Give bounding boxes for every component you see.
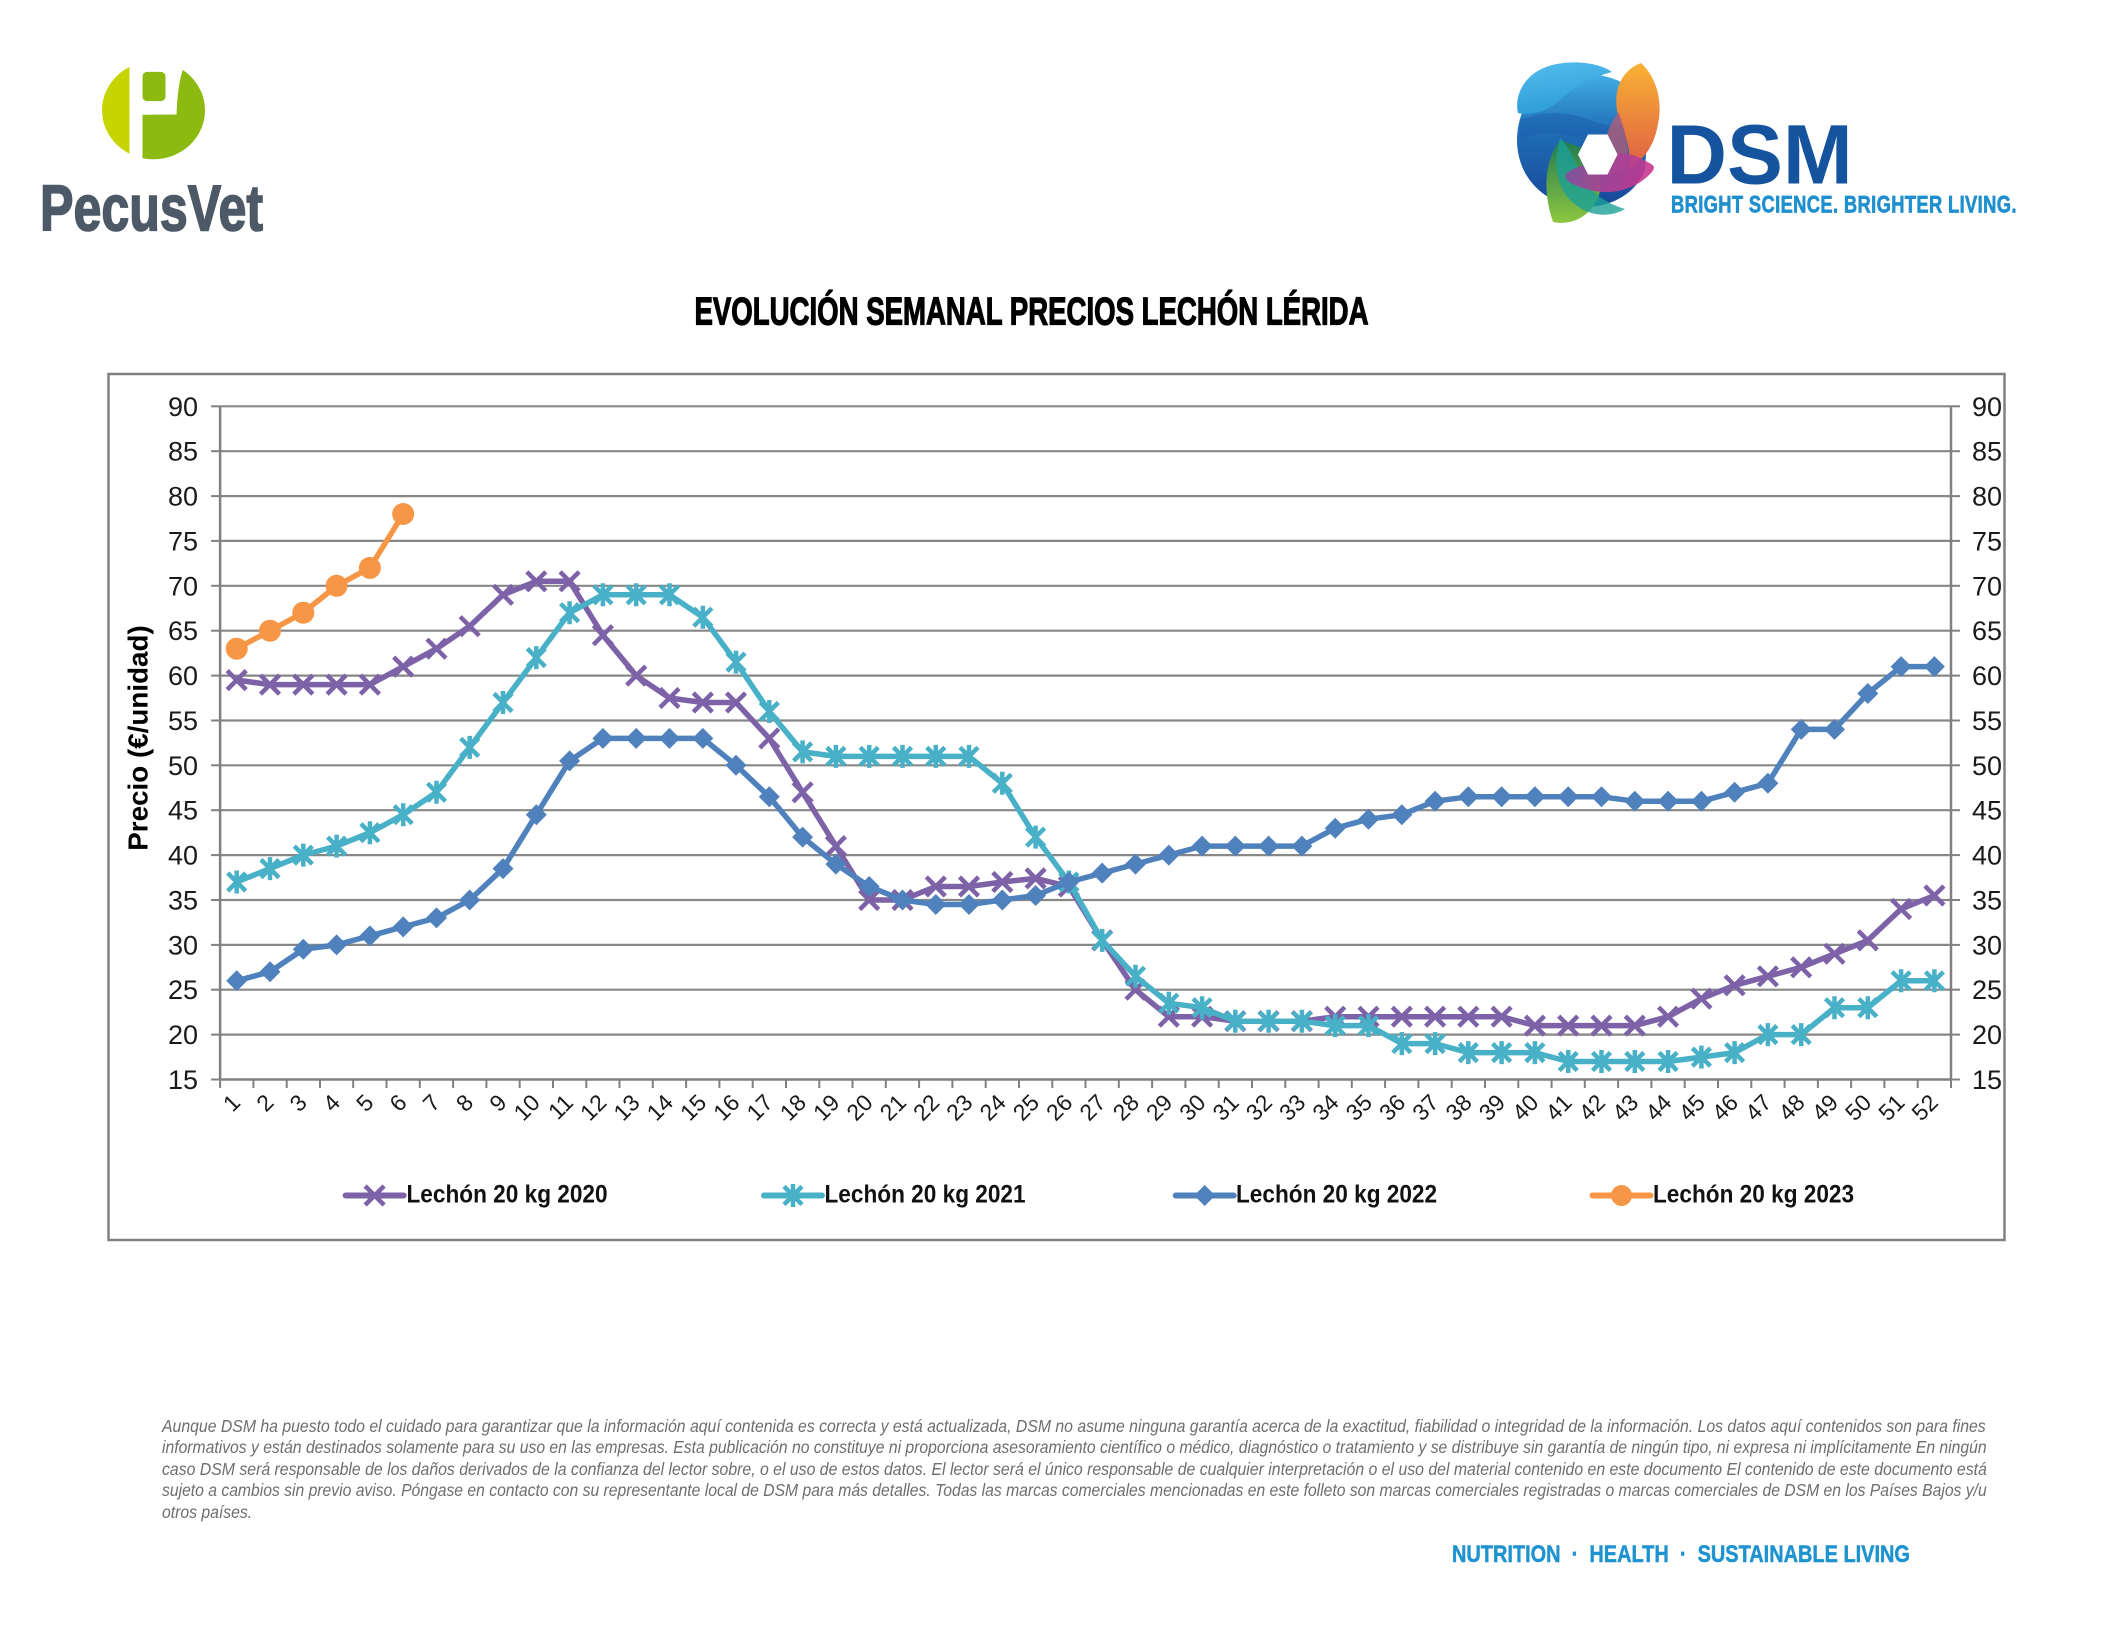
svg-text:30: 30 <box>1972 930 2002 960</box>
svg-text:45: 45 <box>1972 796 2002 826</box>
svg-text:85: 85 <box>168 437 198 467</box>
svg-text:40: 40 <box>168 841 198 871</box>
svg-text:15: 15 <box>1972 1065 2002 1095</box>
svg-text:50: 50 <box>168 751 198 781</box>
svg-text:DSM: DSM <box>1667 107 1853 201</box>
svg-text:15: 15 <box>168 1065 198 1095</box>
svg-text:Lechón 20 kg 2023: Lechón 20 kg 2023 <box>1653 1180 1854 1208</box>
svg-text:20: 20 <box>1972 1020 2002 1050</box>
svg-text:Precio (€/unidad): Precio (€/unidad) <box>123 625 154 851</box>
svg-text:90: 90 <box>168 392 198 422</box>
svg-text:70: 70 <box>168 571 198 601</box>
svg-text:80: 80 <box>1972 482 2002 512</box>
svg-text:25: 25 <box>1972 975 2002 1005</box>
svg-text:60: 60 <box>168 661 198 691</box>
svg-text:85: 85 <box>1972 437 2002 467</box>
svg-text:35: 35 <box>168 886 198 916</box>
svg-text:45: 45 <box>168 796 198 826</box>
svg-text:Lechón 20 kg 2022: Lechón 20 kg 2022 <box>1236 1180 1437 1208</box>
svg-text:30: 30 <box>168 930 198 960</box>
svg-text:65: 65 <box>168 616 198 646</box>
svg-text:70: 70 <box>1972 571 2002 601</box>
svg-text:Lechón 20 kg 2020: Lechón 20 kg 2020 <box>407 1180 608 1208</box>
svg-text:60: 60 <box>1972 661 2002 691</box>
svg-text:PecusVet: PecusVet <box>40 174 263 245</box>
svg-text:35: 35 <box>1972 886 2002 916</box>
svg-text:Lechón 20 kg 2021: Lechón 20 kg 2021 <box>825 1180 1026 1208</box>
svg-text:65: 65 <box>1972 616 2002 646</box>
svg-text:EVOLUCIÓN SEMANAL PRECIOS LECH: EVOLUCIÓN SEMANAL PRECIOS LECHÓN LÉRIDA <box>694 290 1368 334</box>
svg-text:BRIGHT SCIENCE. BRIGHTER LIVIN: BRIGHT SCIENCE. BRIGHTER LIVING. <box>1671 191 2017 218</box>
svg-text:75: 75 <box>168 526 198 556</box>
svg-text:20: 20 <box>168 1020 198 1050</box>
svg-text:50: 50 <box>1972 751 2002 781</box>
svg-text:80: 80 <box>168 482 198 512</box>
svg-text:75: 75 <box>1972 526 2002 556</box>
svg-text:90: 90 <box>1972 392 2002 422</box>
svg-text:55: 55 <box>168 706 198 736</box>
svg-text:40: 40 <box>1972 841 2002 871</box>
svg-text:25: 25 <box>168 975 198 1005</box>
svg-text:55: 55 <box>1972 706 2002 736</box>
